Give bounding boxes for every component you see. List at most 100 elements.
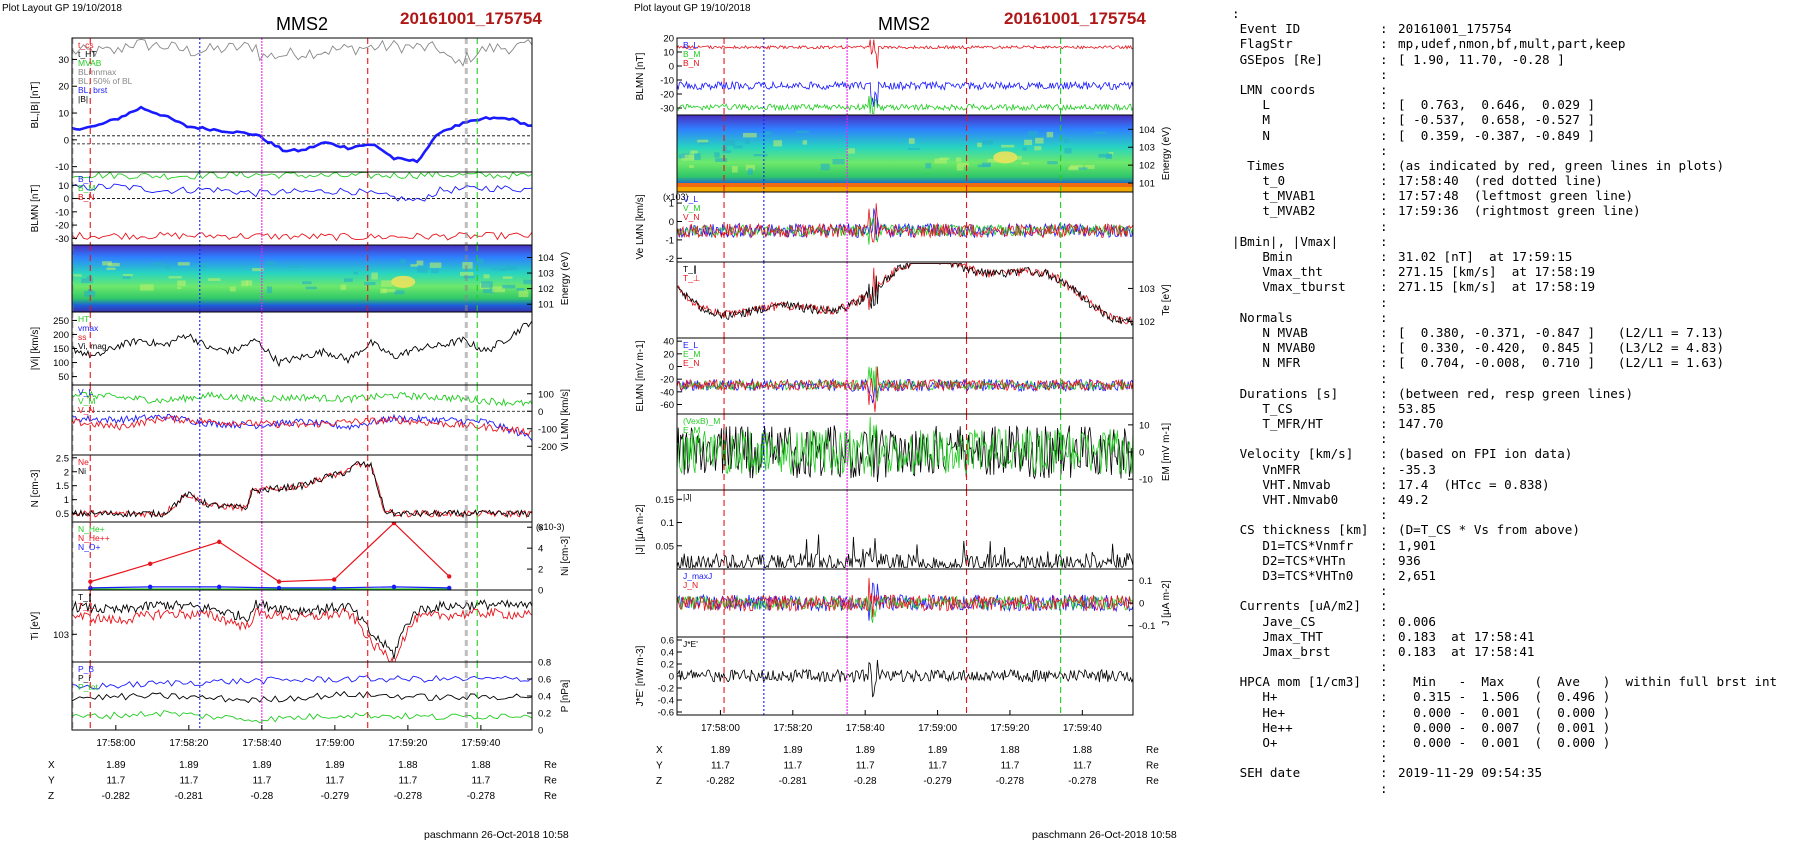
left-legend-item: N_He+ bbox=[78, 524, 105, 534]
spectrogram-speckle bbox=[1063, 137, 1070, 143]
left-orbit-value: -0.278 bbox=[394, 791, 423, 802]
left-ytick-label: 10 bbox=[58, 181, 69, 192]
summary-row: N MVAB0: [ 0.330, -0.420, 0.845 ] (L3/L2 … bbox=[1232, 340, 1800, 355]
summary-row: : bbox=[1232, 431, 1800, 446]
summary-colon: : bbox=[1380, 51, 1388, 67]
summary-row: N MFR: [ 0.704, -0.008, 0.710 ] (L2/L1 = … bbox=[1232, 355, 1800, 370]
mid-xtick-label: 17:58:20 bbox=[773, 723, 812, 734]
mid-orbit-value: 1.89 bbox=[928, 745, 948, 756]
left-ytick-label: 250 bbox=[53, 316, 69, 327]
summary-row: T_CS:53.85 bbox=[1232, 401, 1800, 416]
mid-legend-item: E_N bbox=[683, 358, 700, 368]
left-spectrogram bbox=[72, 245, 532, 312]
left-point bbox=[332, 585, 337, 590]
summary-colon: : bbox=[1380, 659, 1388, 675]
spectrogram-speckle bbox=[399, 259, 407, 264]
mid-ytick-label: 10 bbox=[663, 48, 674, 59]
mid-ytick-label: -30 bbox=[660, 104, 674, 115]
summary-row: He+: 0.000 - 0.001 ( 0.000 ) bbox=[1232, 705, 1800, 720]
spectrogram-speckle bbox=[820, 163, 830, 171]
left-legend-item: ss bbox=[78, 332, 87, 342]
left-series-P_i bbox=[72, 690, 532, 704]
spectrogram-speckle bbox=[1035, 137, 1044, 144]
spectrogram-speckle bbox=[773, 140, 783, 147]
summary-colon: : bbox=[1380, 249, 1388, 264]
left-ytick-label: 0 bbox=[64, 194, 69, 205]
summary-value bbox=[1398, 6, 1800, 21]
left-scale-label: (x10-3) bbox=[536, 522, 565, 532]
spectrogram-speckle bbox=[745, 139, 750, 144]
mid-trace-J bbox=[677, 534, 1133, 569]
left-series-N_He++ bbox=[90, 522, 450, 583]
left-orbit-label: X bbox=[48, 760, 55, 771]
summary-key: Jmax_brst bbox=[1232, 643, 1331, 659]
mid-ytick-label: 0.15 bbox=[656, 495, 675, 506]
mid-trace-E bbox=[677, 366, 1133, 402]
left-series-T_par bbox=[72, 599, 532, 660]
left-orbit-value: 1.89 bbox=[106, 760, 126, 771]
mid-legend-item: V_L bbox=[683, 194, 698, 204]
spectrogram-speckle bbox=[302, 281, 312, 285]
left-series-|B| bbox=[72, 38, 532, 67]
mid-legend-item: J_N bbox=[683, 580, 698, 590]
summary-colon: : bbox=[1380, 628, 1388, 644]
summary-colon: : bbox=[1380, 127, 1388, 143]
left-ylabel: N [cm-3] bbox=[30, 469, 41, 507]
summary-key: Jave_CS bbox=[1232, 613, 1316, 629]
summary-value: 0.183 at 17:58:41 bbox=[1398, 643, 1535, 659]
mid-legend-item: E_M bbox=[683, 425, 700, 435]
spectrogram-speckle bbox=[956, 165, 964, 171]
left-point bbox=[276, 579, 282, 584]
spectrogram-speckle bbox=[697, 139, 709, 143]
mid-orbit-value: 11.7 bbox=[1073, 761, 1092, 772]
summary-row: : bbox=[1232, 507, 1800, 522]
mid-orbit-value: -0.281 bbox=[779, 776, 808, 787]
mid-panel-frame bbox=[676, 37, 1134, 116]
summary-value bbox=[1398, 598, 1800, 613]
summary-row: D2=TCS*VHTn:936 bbox=[1232, 553, 1800, 568]
summary-colon: : bbox=[1380, 613, 1388, 629]
summary-row: : bbox=[1232, 781, 1800, 796]
spectrogram-speckle bbox=[72, 274, 82, 277]
left-ytick-label: 1.5 bbox=[56, 481, 69, 492]
summary-colon: : bbox=[1380, 719, 1388, 735]
summary-key: Currents [uA/m2] bbox=[1232, 598, 1361, 614]
left-legend-item: T_⊥ bbox=[78, 601, 96, 611]
left-orbit-value: -0.282 bbox=[102, 791, 131, 802]
left-ytick-label: -20 bbox=[55, 221, 69, 232]
summary-colon: : bbox=[1380, 81, 1388, 97]
mid-ytick-label: -20 bbox=[660, 90, 674, 101]
spectrogram-speckle bbox=[198, 263, 207, 268]
summary-key: Vmax_tht bbox=[1232, 264, 1323, 280]
left-panel-frame bbox=[71, 37, 533, 173]
left-panel-Ti: 103 Ti [eV] T_∥T_⊥ bbox=[30, 589, 533, 663]
left-series-Ni bbox=[72, 461, 532, 519]
left-spacecraft: MMS2 bbox=[276, 14, 328, 34]
summary-row: He++: 0.000 - 0.007 ( 0.001 ) bbox=[1232, 720, 1800, 735]
summary-key: t_MVAB2 bbox=[1232, 203, 1316, 219]
spectrogram-speckle bbox=[908, 138, 915, 144]
left-ytick-label: 0.2 bbox=[538, 709, 551, 720]
spectrogram-speckle bbox=[106, 267, 116, 270]
spectrogram-speckle bbox=[207, 278, 221, 282]
mid-legend-item: B_M bbox=[683, 49, 700, 59]
mid-ytick-label: 104 bbox=[1139, 125, 1155, 136]
left-ytick-label: 6 bbox=[538, 523, 543, 534]
left-legend-item: |B| bbox=[78, 94, 88, 104]
left-ylabel: BLMN [nT] bbox=[30, 184, 41, 232]
summary-colon: : bbox=[1380, 36, 1388, 52]
left-orbit-value: 1.88 bbox=[398, 760, 418, 771]
left-series-P_B bbox=[72, 675, 532, 690]
summary-row: N MVAB: [ 0.380, -0.371, -0.847 ] (L2/L1 … bbox=[1232, 325, 1800, 340]
left-panel-frame bbox=[71, 311, 533, 386]
summary-key: Normals bbox=[1232, 309, 1293, 325]
left-legend-item: Ni bbox=[78, 466, 86, 476]
mid-ytick-label: 0 bbox=[1139, 448, 1144, 459]
left-series-V_M bbox=[72, 390, 532, 407]
summary-colon: : bbox=[1380, 142, 1388, 158]
spectrogram-speckle bbox=[1108, 151, 1114, 155]
mid-trace-BLMN bbox=[677, 95, 1133, 114]
left-ytick-label: 2 bbox=[64, 467, 69, 478]
mid-trace-JE bbox=[677, 659, 1133, 698]
